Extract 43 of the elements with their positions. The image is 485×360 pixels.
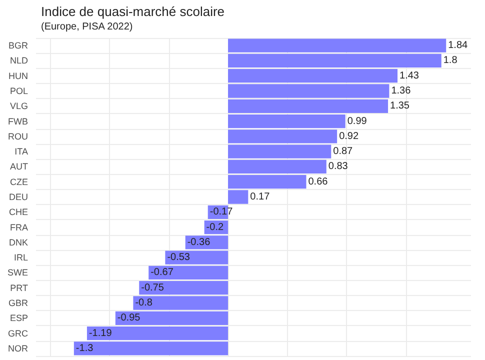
data-label: -1.3 bbox=[76, 342, 94, 354]
data-label: 0.92 bbox=[339, 130, 359, 142]
y-tick-label: AUT bbox=[10, 162, 28, 172]
data-label: -1.19 bbox=[88, 328, 112, 339]
data-label: 1.8 bbox=[443, 55, 458, 66]
data-label: -0.75 bbox=[141, 282, 164, 294]
data-label: -0.53 bbox=[167, 252, 190, 264]
data-label: -0.95 bbox=[117, 312, 141, 324]
data-label: -0.8 bbox=[135, 298, 153, 308]
y-tick-label: FWB bbox=[8, 116, 28, 126]
data-label: -0.36 bbox=[187, 236, 211, 248]
y-tick-label: PRT bbox=[10, 282, 28, 293]
chart-subtitle: (Europe, PISA 2022) bbox=[41, 22, 133, 32]
y-tick-label: CHE bbox=[8, 207, 28, 218]
y-tick-label: ITA bbox=[14, 146, 28, 157]
y-tick-label: NLD bbox=[10, 56, 28, 66]
y-tick-label: GBR bbox=[8, 298, 28, 308]
y-tick-label: GRC bbox=[8, 328, 28, 338]
y-tick-label: FRA bbox=[10, 222, 28, 232]
data-label: 0.87 bbox=[333, 146, 354, 158]
y-tick-label: SWE bbox=[7, 268, 28, 278]
data-label: 0.66 bbox=[308, 176, 328, 188]
data-label: -0.67 bbox=[150, 267, 174, 278]
y-tick-label: POL bbox=[10, 86, 28, 96]
y-tick-label: ESP bbox=[10, 313, 28, 324]
data-label: 0.83 bbox=[328, 161, 348, 172]
y-tick-label: CZE bbox=[10, 176, 28, 187]
y-tick-label: DEU bbox=[8, 192, 28, 202]
y-tick-label: IRL bbox=[14, 252, 28, 263]
data-label: 1.84 bbox=[448, 40, 468, 52]
y-tick-label: NOR bbox=[8, 343, 28, 354]
data-label: 0.17 bbox=[250, 192, 270, 202]
data-label: 1.36 bbox=[391, 86, 412, 96]
y-tick-label: BGR bbox=[8, 40, 28, 51]
data-label: 1.43 bbox=[400, 70, 420, 82]
data-label: -0.2 bbox=[206, 222, 224, 233]
y-tick-label: VLG bbox=[10, 101, 28, 112]
chart-title: Indice de quasi-marché scolaire bbox=[41, 4, 225, 19]
data-label: 1.35 bbox=[390, 100, 410, 112]
y-tick-label: DNK bbox=[8, 237, 28, 248]
y-tick-label: ROU bbox=[8, 131, 28, 142]
data-label: 0.99 bbox=[347, 116, 368, 127]
y-tick-label: HUN bbox=[8, 70, 28, 81]
